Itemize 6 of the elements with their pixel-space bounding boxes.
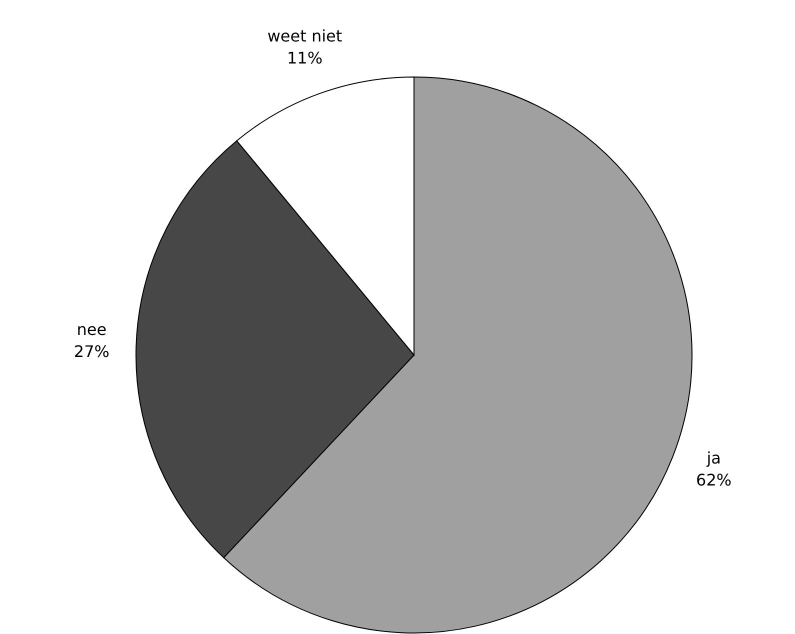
- slice-label: nee: [76, 320, 107, 339]
- data-label: 62%: [696, 470, 732, 490]
- slice-label: weet niet: [267, 26, 342, 46]
- data-label: 27%: [74, 342, 110, 361]
- data-label: 11%: [286, 48, 323, 68]
- slice-label: ja: [706, 448, 721, 468]
